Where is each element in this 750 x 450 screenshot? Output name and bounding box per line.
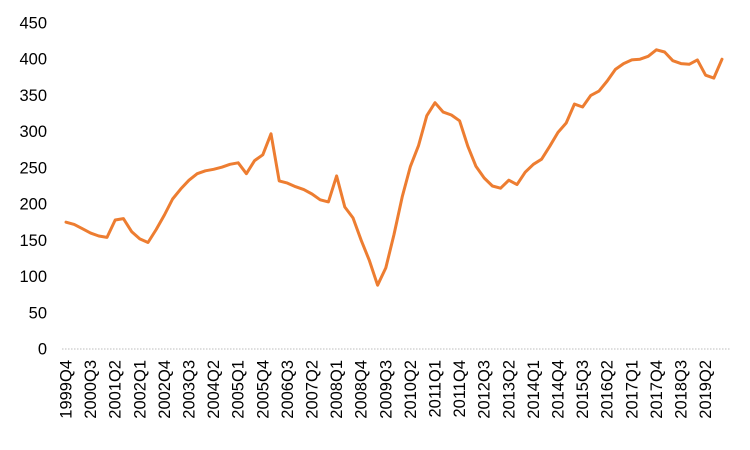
y-axis-tick-label: 350 bbox=[19, 87, 47, 105]
data-series-line bbox=[64, 48, 724, 287]
x-axis-tick-label: 2002Q4 bbox=[156, 360, 174, 419]
x-axis-tick-label: 2012Q3 bbox=[476, 360, 494, 419]
x-axis-tick-label: 2003Q3 bbox=[181, 360, 199, 419]
x-axis-tick-label: 2005Q4 bbox=[254, 360, 272, 419]
y-axis-tick-label: 50 bbox=[29, 304, 47, 322]
y-axis-tick-label: 0 bbox=[38, 341, 47, 359]
x-axis-tick-label: 2014Q4 bbox=[550, 360, 568, 419]
x-axis-tick-label: 2014Q1 bbox=[525, 360, 543, 419]
x-axis-tick-label: 2008Q1 bbox=[328, 360, 346, 419]
x-axis-tick-label: 2016Q2 bbox=[599, 360, 617, 419]
x-axis-tick-label: 2011Q1 bbox=[427, 360, 445, 418]
y-axis-tick-label: 100 bbox=[19, 268, 47, 286]
x-axis-tick-label: 2002Q1 bbox=[131, 360, 149, 419]
x-axis-tick-label: 2018Q3 bbox=[673, 360, 691, 419]
x-axis-tick-label: 2015Q3 bbox=[574, 360, 592, 419]
y-axis-tick-label: 150 bbox=[19, 232, 47, 250]
y-axis-tick-label: 250 bbox=[19, 159, 47, 177]
y-axis-tick-label: 400 bbox=[19, 51, 47, 69]
x-axis-tick-label: 2006Q3 bbox=[279, 360, 297, 419]
x-axis-tick-label: 2005Q1 bbox=[230, 360, 248, 419]
x-axis-tick-label: 1999Q4 bbox=[58, 360, 76, 419]
x-axis-tick-label: 2017Q1 bbox=[623, 360, 641, 419]
x-axis-tick-label: 2001Q2 bbox=[107, 360, 125, 419]
x-axis-tick-label: 2004Q2 bbox=[205, 360, 223, 419]
x-axis-tick-label: 2019Q2 bbox=[697, 360, 715, 419]
y-axis-tick-label: 300 bbox=[19, 123, 47, 141]
x-axis-tick-label: 2007Q2 bbox=[304, 360, 322, 419]
x-axis-tick-label: 2011Q4 bbox=[451, 360, 469, 418]
y-axis-tick-label: 450 bbox=[19, 15, 47, 33]
x-axis-tick-label: 2000Q3 bbox=[82, 360, 100, 419]
y-axis-tick-label: 200 bbox=[19, 196, 47, 214]
x-axis-tick-label: 2017Q4 bbox=[648, 360, 666, 419]
x-axis-tick-label: 2010Q2 bbox=[402, 360, 420, 419]
x-axis-tick-label: 2009Q3 bbox=[377, 360, 395, 419]
x-axis-tick-label: 2013Q2 bbox=[500, 360, 518, 419]
x-axis-tick-label: 2008Q4 bbox=[353, 360, 371, 419]
